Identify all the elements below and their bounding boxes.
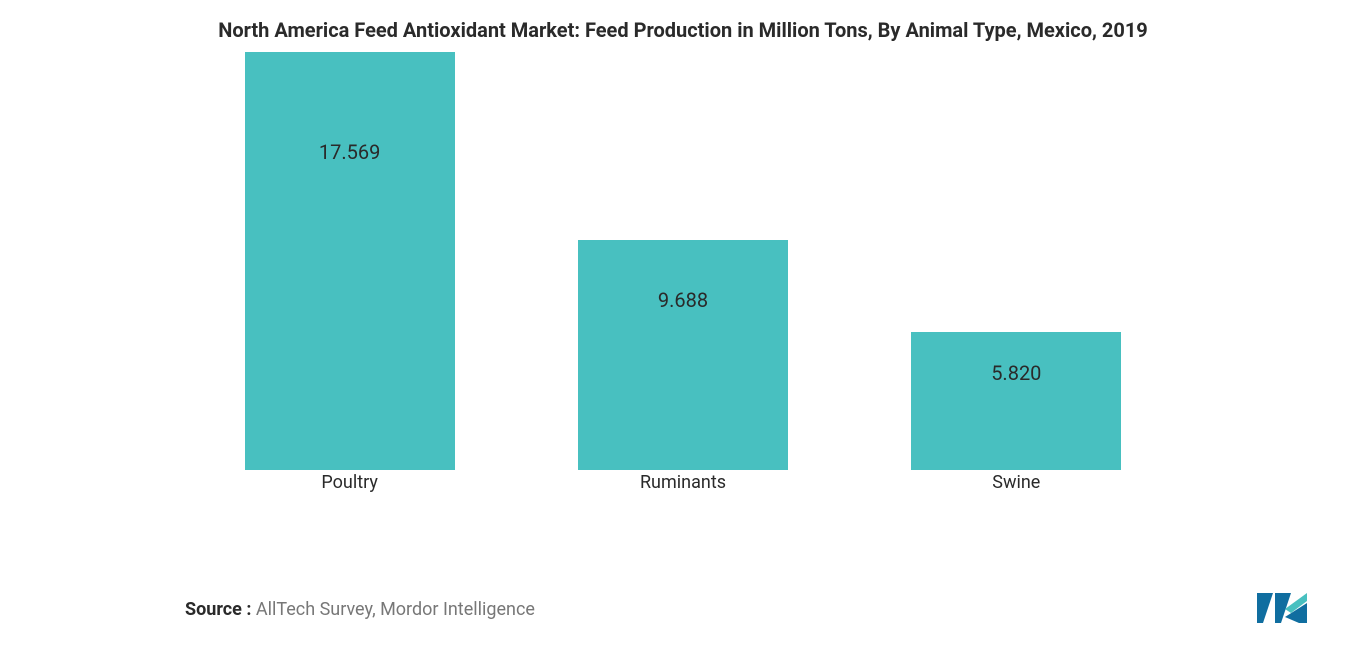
- source-text: AllTech Survey, Mordor Intelligence: [251, 599, 535, 620]
- bar: 17.569: [245, 52, 455, 470]
- chart-title: North America Feed Antioxidant Market: F…: [40, 18, 1326, 42]
- chart-area: 17.569 9.688 5.820 Poultry Ruminants Swine: [183, 50, 1183, 500]
- category-label: Swine: [886, 472, 1146, 500]
- chart-container: North America Feed Antioxidant Market: F…: [0, 0, 1366, 655]
- bar-value-label: 5.820: [911, 361, 1121, 385]
- brand-logo: [1253, 589, 1311, 627]
- bar-value-label: 9.688: [578, 288, 788, 312]
- bars-row: 17.569 9.688 5.820: [183, 50, 1183, 470]
- category-label: Ruminants: [553, 472, 813, 500]
- source-attribution: Source : AllTech Survey, Mordor Intellig…: [185, 599, 535, 620]
- source-label: Source :: [185, 599, 251, 620]
- bar-value-label: 17.569: [245, 140, 455, 164]
- logo-icon: [1253, 589, 1311, 627]
- bar-group: 9.688: [553, 240, 813, 470]
- category-labels-row: Poultry Ruminants Swine: [183, 472, 1183, 500]
- category-label: Poultry: [220, 472, 480, 500]
- bar: 9.688: [578, 240, 788, 470]
- bar: 5.820: [911, 332, 1121, 470]
- bar-group: 5.820: [886, 332, 1146, 470]
- bar-group: 17.569: [220, 52, 480, 470]
